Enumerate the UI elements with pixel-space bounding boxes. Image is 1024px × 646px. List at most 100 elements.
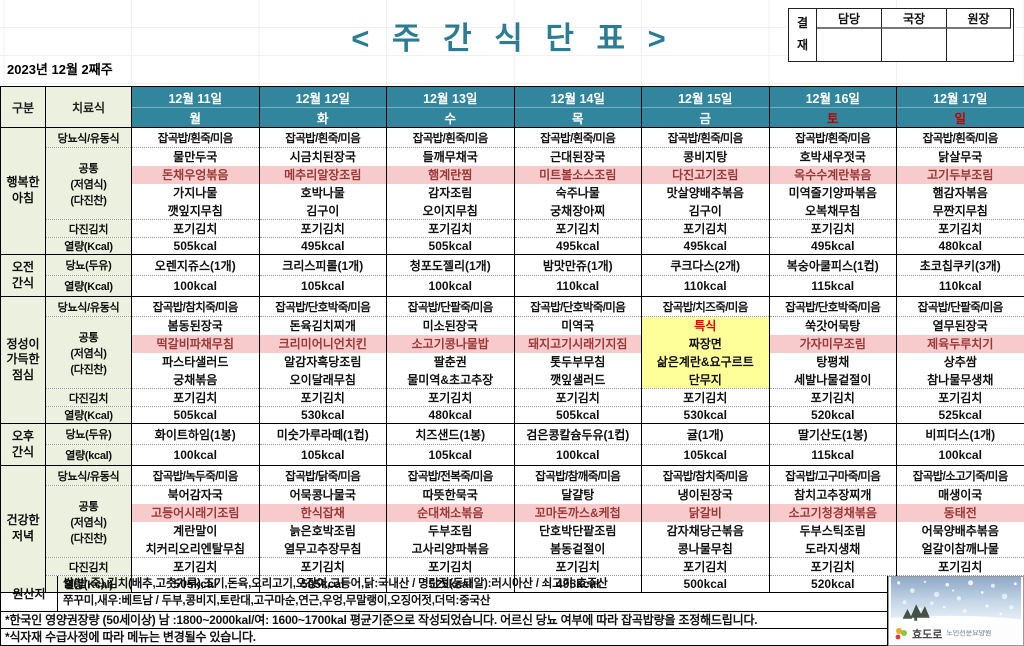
row-label: 공통 (저염식) (다진찬) — [45, 485, 132, 558]
menu-cell: 참나물무생채 — [896, 370, 1024, 389]
menu-cell: 북어감자국 — [131, 485, 259, 504]
menu-cell: 따뜻한묵국 — [386, 485, 514, 504]
menu-cell: 봄동된장국 — [131, 316, 259, 335]
row-label: 다진김치 — [45, 388, 132, 407]
menu-cell: 오이달래무침 — [258, 370, 387, 389]
note-nutrition: *한국인 영양권장량 (50세이상) 남 :1800~2000kal/여: 16… — [0, 612, 888, 629]
row-label: 열량(Kcal) — [45, 406, 132, 424]
kcal-cell: 480kcal — [386, 406, 514, 424]
kimchi-cell: 포기김치 — [258, 557, 387, 576]
snack-cell: 귤(1개) — [641, 423, 769, 445]
menu-cell: 오이지무침 — [386, 201, 514, 220]
diabetic-cell: 잡곡밥/단팥죽/미음 — [896, 296, 1024, 317]
diabetic-cell: 잡곡밥/흰죽/미음 — [896, 127, 1024, 148]
kcal-cell: 105kcal — [258, 275, 387, 297]
menu-cell: 가지나물 — [131, 183, 259, 202]
kimchi-cell: 포기김치 — [896, 219, 1024, 238]
menu-cell: 열무고추장무침 — [258, 539, 387, 558]
kimchi-cell: 포기김치 — [131, 388, 259, 407]
menu-cell: 얼갈이참깨나물 — [896, 539, 1024, 558]
kimchi-cell: 포기김치 — [131, 219, 259, 238]
snack-cell: 복숭아쿨피스(1컵) — [768, 254, 897, 276]
origin-row: 원산지 쌀(밥,죽),김치(배추,고춧가루),조기,돈육,오리고기,오징어,고등… — [0, 576, 888, 612]
snack-cell: 딸기산도(1봉) — [768, 423, 897, 445]
kimchi-cell: 포기김치 — [641, 388, 769, 407]
menu-cell: 콩비지탕 — [641, 147, 769, 166]
menu-cell: 물미역&초고추장 — [386, 370, 514, 389]
kcal-cell: 505kcal — [131, 575, 259, 593]
kimchi-cell: 포기김치 — [513, 557, 642, 576]
menu-cell: 크리미어니언치킨 — [258, 334, 387, 353]
menu-cell: 소고기콩나물밥 — [386, 334, 514, 353]
menu-cell: 특식 — [641, 316, 769, 335]
kcal-cell: 505kcal — [131, 406, 259, 424]
menu-cell: 치커리오리엔탈무침 — [131, 539, 259, 558]
menu-cell: 계란말이 — [131, 521, 259, 540]
approval-box: 결재 담당 국장 원장 — [788, 8, 1014, 62]
kcal-cell: 520kcal — [768, 575, 897, 593]
footer-area: 원산지 쌀(밥,죽),김치(배추,고춧가루),조기,돈육,오리고기,오징어,고등… — [0, 576, 1024, 646]
menu-cell: 깻잎샐러드 — [513, 370, 642, 389]
flower-logo-icon — [895, 628, 907, 640]
menu-cell: 봄동겉절이 — [513, 539, 642, 558]
menu-cell: 고사리양파볶음 — [386, 539, 514, 558]
menu-cell: 미트볼소스조림 — [513, 165, 642, 184]
kcal-cell: 505kcal — [386, 237, 514, 255]
snack-cell: 화이트하임(1봉) — [131, 423, 259, 445]
menu-cell: 햄감자볶음 — [896, 183, 1024, 202]
menu-cell: 꼬마돈까스&케첩 — [513, 503, 642, 522]
day-date-header: 12월 11일 — [131, 86, 259, 108]
menu-cell: 달걀탕 — [513, 485, 642, 504]
kimchi-cell: 포기김치 — [641, 557, 769, 576]
kimchi-cell: 포기김치 — [513, 219, 642, 238]
kimchi-cell: 포기김치 — [513, 388, 642, 407]
kcal-cell: 110kcal — [641, 275, 769, 297]
diabetic-cell: 잡곡밥/단호박죽/미음 — [258, 296, 387, 317]
diabetic-cell: 잡곡밥/고구마죽/미음 — [768, 465, 897, 486]
kcal-cell: 480kcal — [896, 237, 1024, 255]
col-header-diet: 치료식 — [45, 86, 132, 128]
snack-cell: 치즈샌드(1봉) — [386, 423, 514, 445]
snack-cell: 검은콩칼슘두유(1컵) — [513, 423, 642, 445]
facility-logo-subtitle: 노인전문요양원 — [946, 630, 992, 638]
menu-cell: 떡갈비파채무침 — [131, 334, 259, 353]
snack-cell: 비피더스(1개) — [896, 423, 1024, 445]
kimchi-cell: 포기김치 — [641, 219, 769, 238]
menu-cell: 단무지 — [641, 370, 769, 389]
day-of-week-header: 화 — [258, 107, 387, 128]
kcal-cell: 110kcal — [896, 275, 1024, 297]
menu-cell: 단호박단팥조림 — [513, 521, 642, 540]
approval-col-damdang: 담당 — [817, 9, 882, 29]
row-label: 당뇨(두유) — [45, 423, 132, 445]
diabetic-cell: 잡곡밥/흰죽/미음 — [386, 127, 514, 148]
diabetic-cell: 잡곡밥/흰죽/미음 — [258, 127, 387, 148]
row-label: 당뇨(두유) — [45, 254, 132, 276]
kimchi-cell: 포기김치 — [768, 388, 897, 407]
menu-cell: 궁채장아찌 — [513, 201, 642, 220]
snack-cell: 미숫가루라떼(1컵) — [258, 423, 387, 445]
kimchi-cell: 포기김치 — [896, 557, 1024, 576]
menu-cell: 무짠지무침 — [896, 201, 1024, 220]
day-date-header: 12월 12일 — [258, 86, 387, 108]
week-label: 2023년 12월 2째주 — [7, 62, 113, 77]
menu-cell: 참치고추장찌개 — [768, 485, 897, 504]
menu-cell: 감자조림 — [386, 183, 514, 202]
diabetic-cell: 잡곡밥/흰죽/미음 — [641, 127, 769, 148]
snack-cell: 초코칩쿠키(3개) — [896, 254, 1024, 276]
note-menu-change: *식자재 수급사정에 따라 메뉴는 변경될수 있습니다. — [0, 629, 888, 646]
diabetic-cell: 잡곡밥/단호박죽/미음 — [513, 296, 642, 317]
col-header-category: 구분 — [0, 86, 46, 128]
menu-cell: 파스타샐러드 — [131, 352, 259, 371]
menu-cell: 미역국 — [513, 316, 642, 335]
row-label: 열량(Kcal) — [45, 575, 132, 593]
snack-cell: 청포도젤리(1개) — [386, 254, 514, 276]
menu-cell: 가자미무조림 — [768, 334, 897, 353]
menu-cell: 삶은계란&요구르트 — [641, 352, 769, 371]
kimchi-cell: 포기김치 — [258, 219, 387, 238]
day-of-week-header: 금 — [641, 107, 769, 128]
diabetic-cell: 잡곡밥/흰죽/미음 — [513, 127, 642, 148]
menu-cell: 닭살무국 — [896, 147, 1024, 166]
section-name: 정성이 가득한 점심 — [0, 296, 46, 424]
kcal-cell: 505kcal — [131, 237, 259, 255]
kimchi-cell: 포기김치 — [768, 219, 897, 238]
